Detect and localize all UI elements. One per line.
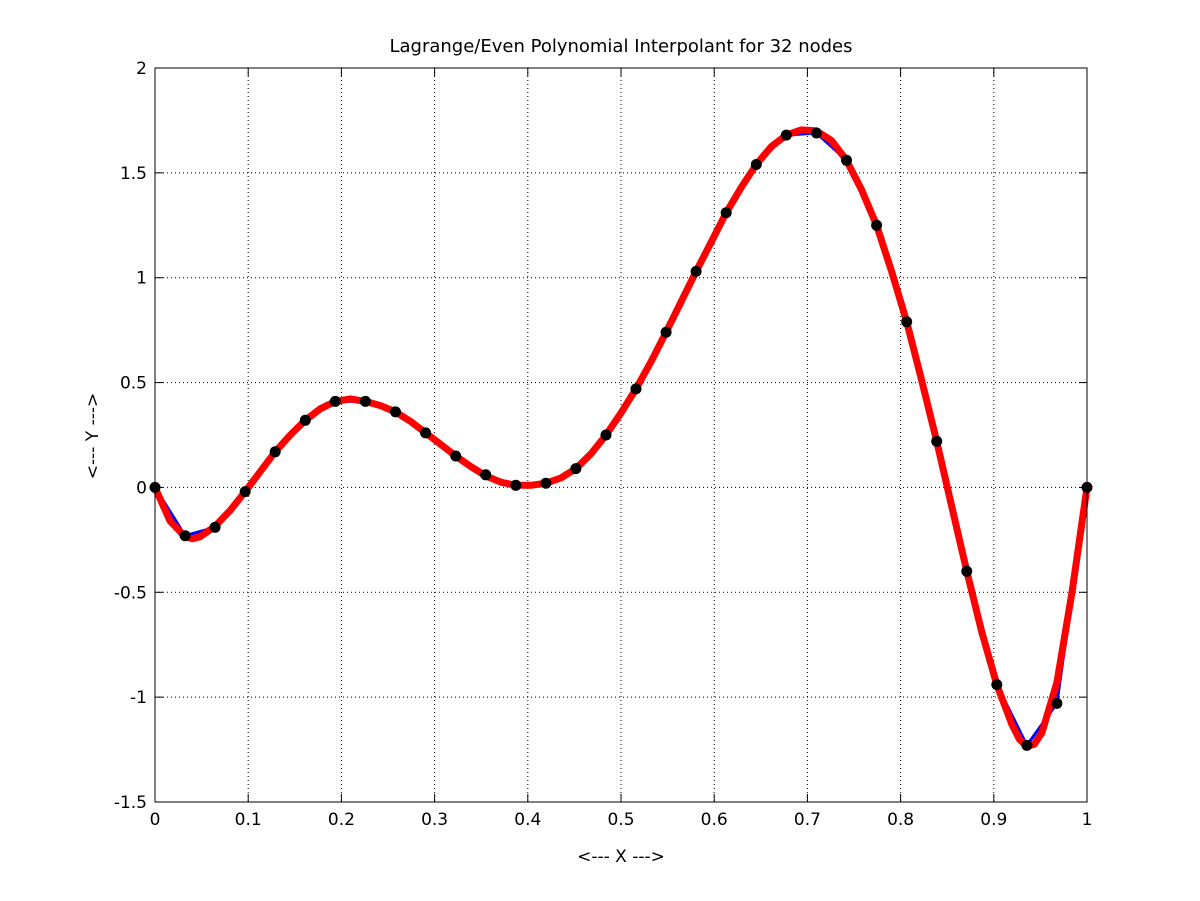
series-layer	[149, 126, 1093, 751]
node-marker	[901, 316, 913, 328]
node-marker	[540, 477, 552, 489]
node-marker	[690, 265, 702, 277]
node-marker	[660, 326, 672, 338]
grid-lines	[155, 68, 1087, 802]
node-marker	[209, 521, 221, 533]
node-marker	[630, 383, 642, 395]
y-tick-label: 0.5	[120, 374, 147, 394]
x-tick-label: 0.5	[607, 810, 634, 830]
y-tick-label: 0	[136, 478, 147, 498]
node-marker	[600, 429, 612, 441]
tick-marks	[154, 67, 1088, 803]
y-tick-label: -1.5	[114, 793, 147, 813]
node-marker	[239, 486, 251, 498]
y-tick-label: 1	[136, 269, 147, 289]
node-marker	[931, 435, 943, 447]
x-tick-label: 0.8	[887, 810, 914, 830]
node-marker	[329, 395, 341, 407]
node-marker	[179, 530, 191, 542]
x-tick-label: 0.7	[794, 810, 821, 830]
node-marker	[750, 159, 762, 170]
chart-title: Lagrange/Even Polynomial Interpolant for…	[389, 36, 852, 57]
node-marker	[390, 406, 401, 418]
node-marker	[810, 127, 822, 139]
x-tick-label: 0.1	[235, 810, 262, 830]
y-axis-label: <--- Y --->	[83, 393, 103, 480]
node-marker	[510, 479, 522, 491]
node-marker	[420, 427, 432, 439]
node-marker	[359, 395, 371, 407]
node-marker	[961, 565, 973, 577]
x-tick-label: 0.6	[701, 810, 728, 830]
node-marker	[841, 154, 852, 166]
node-marker	[299, 414, 311, 426]
x-tick-label: 1	[1082, 810, 1093, 830]
y-tick-label: 2	[136, 59, 147, 79]
x-tick-label: 0.4	[514, 810, 541, 830]
y-tick-label: -0.5	[114, 583, 147, 603]
y-tick-label: 1.5	[120, 164, 147, 184]
y-tick-labels: -1.5 -1 -0.5 0 0.5 1 1.5 2	[114, 59, 147, 813]
node-marker	[570, 463, 582, 475]
x-tick-label: 0.9	[980, 810, 1007, 830]
node-marker	[480, 469, 492, 481]
y-tick-label: -1	[130, 688, 147, 708]
x-tick-label: 0.3	[421, 810, 448, 830]
node-marker	[991, 679, 1003, 691]
node-marker	[1021, 739, 1033, 751]
x-tick-label: 0	[150, 810, 161, 830]
node-marker	[780, 129, 792, 141]
node-marker	[269, 446, 281, 458]
x-tick-labels: 0 0.1 0.2 0.3 0.4 0.5 0.6 0.7 0.8 0.9 1	[150, 810, 1093, 830]
node-marker	[871, 219, 883, 231]
node-marker	[450, 450, 462, 462]
x-tick-label: 0.2	[328, 810, 355, 830]
x-axis-label: <--- X --->	[577, 847, 665, 867]
node-marker	[1051, 697, 1063, 709]
node-marker	[720, 207, 732, 219]
